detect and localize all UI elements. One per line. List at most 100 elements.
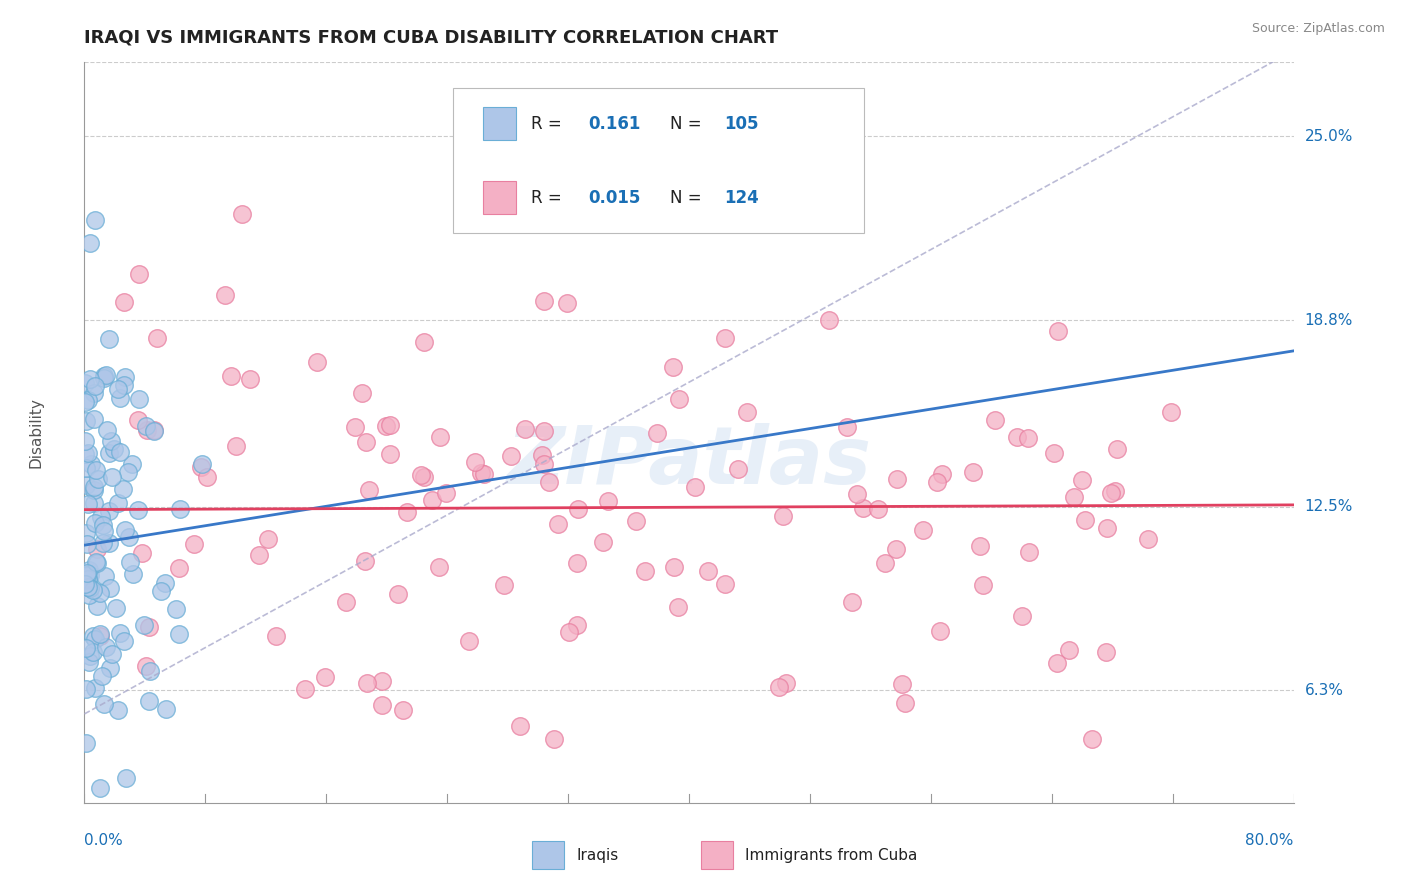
Point (645, 426, 668, 441)
Point (75, 640, 97, 655)
Point (1011, 608, 1033, 623)
Point (80, 458, 103, 472)
Point (89, 780, 111, 795)
Text: 6.3%: 6.3% (1305, 682, 1344, 698)
Point (380, 447, 402, 461)
Point (169, 627, 191, 641)
Text: 124: 124 (724, 188, 759, 207)
Point (76, 393, 98, 408)
Point (84, 379, 107, 393)
Point (1107, 442, 1129, 456)
Point (94, 640, 117, 654)
Point (101, 470, 124, 484)
Point (83, 483, 105, 497)
Point (75, 394, 97, 409)
Point (138, 694, 160, 708)
Point (413, 469, 436, 483)
Text: IRAQI VS IMMIGRANTS FROM CUBA DISABILITY CORRELATION CHART: IRAQI VS IMMIGRANTS FROM CUBA DISABILITY… (84, 29, 779, 47)
Point (93, 368, 115, 383)
Point (411, 467, 433, 482)
Point (472, 467, 495, 481)
Point (239, 372, 262, 386)
Point (84, 516, 107, 530)
Point (169, 502, 191, 516)
Point (79, 581, 101, 595)
Text: 0.0%: 0.0% (84, 833, 124, 848)
FancyBboxPatch shape (453, 88, 865, 233)
Point (120, 555, 142, 569)
Point (713, 330, 735, 344)
Text: 105: 105 (724, 114, 758, 133)
FancyBboxPatch shape (484, 181, 516, 214)
Point (567, 502, 589, 516)
Text: Source: ZipAtlas.com: Source: ZipAtlas.com (1251, 22, 1385, 36)
Point (1095, 521, 1118, 535)
Point (155, 576, 177, 591)
Point (98, 504, 121, 518)
Point (1017, 431, 1039, 445)
Point (413, 334, 436, 349)
Point (533, 457, 555, 471)
Text: 18.8%: 18.8% (1305, 312, 1353, 327)
Point (86, 542, 108, 557)
Point (101, 647, 124, 661)
Point (231, 207, 253, 221)
Point (190, 459, 212, 474)
Point (77, 572, 100, 586)
Point (1018, 544, 1040, 558)
Point (335, 595, 357, 609)
Point (634, 565, 657, 579)
Point (98, 446, 121, 460)
Point (97, 536, 120, 550)
Text: R =: R = (530, 114, 567, 133)
Point (931, 467, 953, 481)
Point (772, 509, 794, 524)
Point (1063, 490, 1085, 504)
Point (1104, 483, 1126, 498)
Point (434, 486, 457, 500)
Point (107, 703, 129, 717)
Point (93, 697, 115, 711)
Point (73, 434, 96, 448)
Point (380, 417, 402, 432)
Point (107, 495, 129, 509)
Point (565, 617, 588, 632)
Point (127, 412, 149, 426)
Point (374, 418, 396, 433)
Point (929, 624, 952, 638)
Point (76, 446, 98, 460)
Point (1047, 324, 1070, 338)
Point (121, 457, 143, 471)
Point (115, 771, 138, 785)
Point (1160, 405, 1182, 419)
Point (547, 516, 569, 531)
Point (75, 461, 97, 475)
Point (817, 313, 839, 327)
Point (225, 439, 247, 453)
Point (592, 534, 614, 549)
Point (314, 670, 336, 684)
Point (96, 423, 118, 437)
Point (86, 555, 108, 569)
Point (169, 561, 191, 575)
Point (138, 620, 160, 634)
Point (257, 532, 280, 546)
Point (127, 502, 149, 516)
Point (82, 582, 104, 597)
Point (75, 525, 97, 540)
Point (93, 371, 115, 385)
Point (90, 669, 112, 683)
Point (697, 564, 720, 578)
Point (890, 677, 912, 691)
Point (100, 434, 122, 448)
Point (1094, 645, 1116, 659)
Point (925, 475, 948, 489)
Point (735, 404, 758, 418)
Point (195, 470, 218, 484)
Point (533, 424, 555, 438)
Point (558, 625, 581, 640)
Point (108, 626, 131, 640)
Point (114, 523, 136, 537)
Point (83, 412, 105, 426)
Text: 0.015: 0.015 (589, 188, 641, 207)
